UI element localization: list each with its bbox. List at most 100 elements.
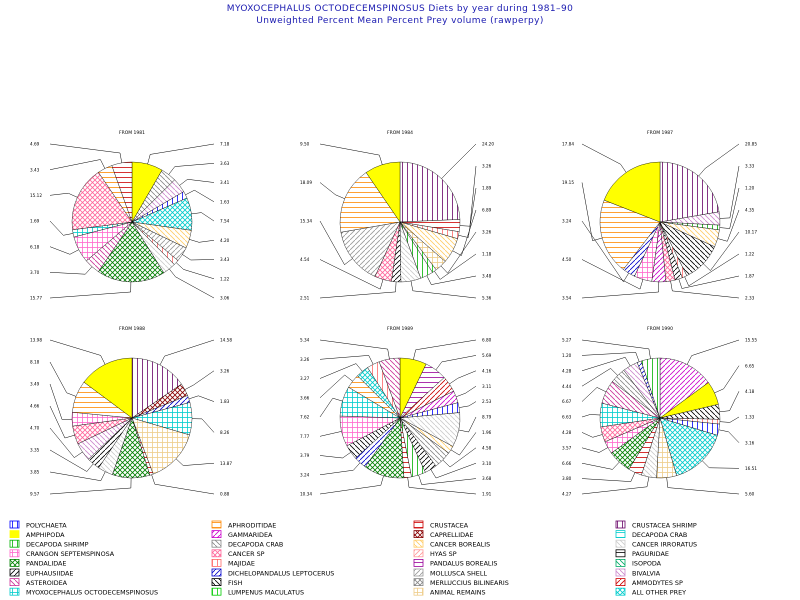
legend-label: CAPRELLIDAE xyxy=(430,531,473,539)
legend-swatch xyxy=(615,587,626,596)
slice-value-label: 3.26 xyxy=(482,230,492,235)
pie-slice xyxy=(378,357,401,419)
leader-line xyxy=(426,275,477,285)
leader-line xyxy=(686,339,740,365)
slice-value-label: 2.33 xyxy=(745,296,755,301)
leader-line xyxy=(49,383,73,420)
leader-line xyxy=(714,365,740,394)
legend-swatch xyxy=(211,539,222,548)
slice-value-label: 0.88 xyxy=(220,492,230,497)
slice-value-label: 1.20 xyxy=(562,353,572,358)
slice-value-label: 6.18 xyxy=(30,244,40,249)
legend-swatch xyxy=(413,549,424,558)
slice-value-label: 7.54 xyxy=(220,219,230,224)
leader-line xyxy=(702,460,740,469)
slice-value-label: 3.16 xyxy=(745,440,755,445)
leader-line xyxy=(319,220,353,266)
legend-entry: EUPHAUSIIDAE xyxy=(9,568,73,577)
leader-line xyxy=(581,339,651,359)
pie-title: FROM 1987 xyxy=(647,130,673,136)
pie-title: FROM 1988 xyxy=(119,326,145,332)
leader-line xyxy=(452,209,477,256)
slice-value-label: 3.43 xyxy=(30,167,40,172)
leader-line xyxy=(581,259,644,290)
legend-entry: CRUSTACEA SHRIMP xyxy=(615,520,697,529)
slice-value-label: 3.26 xyxy=(220,368,230,373)
leader-line xyxy=(49,281,132,299)
leader-line xyxy=(459,401,477,408)
legend-swatch xyxy=(413,568,424,577)
slice-value-label: 5.27 xyxy=(562,338,572,343)
legend-label: APHRODITIDAE xyxy=(228,521,276,529)
slice-value-label: 3.66 xyxy=(300,395,310,400)
legend-label: CANCER BOREALIS xyxy=(430,541,490,549)
leader-line xyxy=(434,253,477,280)
slice-value-label: 4.28 xyxy=(562,430,572,435)
leader-line xyxy=(189,239,215,243)
slice-value-label: 14.58 xyxy=(220,338,232,343)
legend-entry: GAMMARIDEA xyxy=(211,530,273,539)
legend-swatch xyxy=(9,568,20,577)
leader-line xyxy=(182,254,215,261)
slice-value-label: 7.77 xyxy=(300,434,310,439)
slice-value-label: 4.69 xyxy=(30,142,40,147)
leader-line xyxy=(319,363,363,379)
pie-slice xyxy=(339,172,401,233)
leader-line xyxy=(581,461,620,470)
legend-swatch xyxy=(9,587,20,596)
leader-line xyxy=(719,391,740,413)
legend-entry: APHRODITIDAE xyxy=(211,520,276,529)
legend-entry: FISH xyxy=(211,578,243,587)
leader-line xyxy=(410,280,477,299)
pie-chart-4: FROM 1988 14.58 3.26 1.83 8.26 13.87 0.88 13.98… xyxy=(30,326,232,497)
slice-value-label: 5.60 xyxy=(745,492,755,497)
leader-line xyxy=(191,212,215,222)
legend-swatch xyxy=(211,549,222,558)
leader-line xyxy=(581,368,618,387)
legend-label: PANDALIDAE xyxy=(26,560,66,568)
slice-value-label: 3.24 xyxy=(300,472,310,477)
slice-value-label: 9.57 xyxy=(30,492,40,497)
leader-line xyxy=(319,397,343,418)
leader-line xyxy=(169,268,215,299)
slice-value-label: 1.33 xyxy=(745,415,755,420)
slice-value-label: 3.79 xyxy=(300,453,310,458)
legend-entry: MYOXOCEPHALUS OCTODECEMSPINOSUS xyxy=(9,587,158,597)
pie-chart-6: FROM 1990 15.55 6.65 4.18 1.33 3.16 16.51 5.60 5… xyxy=(562,326,757,497)
legend-label: PANDALUS BOREALIS xyxy=(430,560,497,568)
leader-line xyxy=(581,281,660,299)
legend-entry: ASTEROIDEA xyxy=(9,578,68,587)
pie-charts-area: FROM 1981 7.18 3.63 3.41 1.63 7.54 4.20 3.43 1.2… xyxy=(30,130,757,497)
slice-value-label: 1.22 xyxy=(745,252,755,257)
leader-line xyxy=(703,231,740,271)
slice-value-label: 8.79 xyxy=(482,415,492,420)
slice-value-label: 1.91 xyxy=(482,492,492,497)
slice-value-label: 9.50 xyxy=(300,142,310,147)
slice-value-label: 8.26 xyxy=(220,430,230,435)
legend-swatch xyxy=(211,587,222,596)
legend-swatch xyxy=(413,539,424,548)
slice-value-label: 6.89 xyxy=(482,208,492,213)
leader-line xyxy=(319,281,397,299)
legend-label: DECAPODA CRAB xyxy=(228,541,283,549)
slice-value-label: 1.63 xyxy=(220,199,230,204)
slice-value-label: 3.41 xyxy=(220,180,230,185)
legend-swatch xyxy=(615,578,626,586)
leader-line xyxy=(319,475,384,495)
legend-entry: DECAPODA CRAB xyxy=(615,530,687,539)
leader-line xyxy=(435,355,477,371)
leader-line xyxy=(581,447,608,453)
slice-value-label: 4.20 xyxy=(220,238,230,243)
slice-value-label: 3.26 xyxy=(300,357,310,362)
slice-value-label: 3.49 xyxy=(30,382,40,387)
pie-slice xyxy=(659,161,720,223)
legend-label: ISOPODA xyxy=(632,560,662,568)
slice-value-label: 3.85 xyxy=(30,470,40,475)
leader-line xyxy=(670,281,740,299)
pie-slice xyxy=(659,417,718,476)
legend-label: ALL OTHER PREY xyxy=(632,589,686,597)
leader-line xyxy=(413,339,477,360)
leader-line xyxy=(581,182,603,242)
pie-slice xyxy=(83,357,133,419)
leader-line xyxy=(188,395,215,402)
